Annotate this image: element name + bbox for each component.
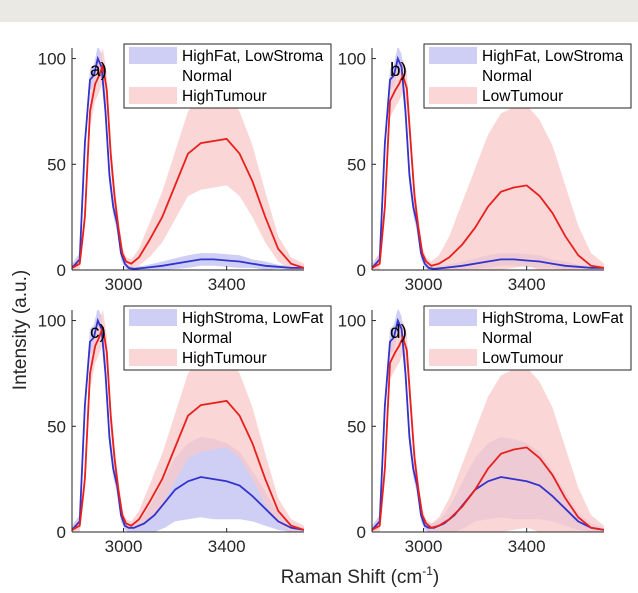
y-tick-label: 100 (338, 312, 366, 331)
legend-entry: HighTumour (182, 350, 267, 367)
legend-swatch (429, 309, 477, 326)
legend: HighStroma, LowFat Normal HighTumour (123, 305, 332, 371)
top-bar (0, 0, 638, 22)
legend-entry: HighFat, LowStroma (182, 48, 324, 65)
y-axis-title: Intensity (a.u.) (10, 270, 31, 390)
legend-swatch (129, 47, 177, 64)
y-tick-label: 100 (38, 50, 66, 69)
legend-swatch (429, 47, 477, 64)
plot-area (372, 48, 604, 270)
legend-entry: HighTumour (182, 88, 267, 105)
x-tick-label: 3400 (508, 275, 546, 294)
x-axis-title-sup: -1 (422, 564, 433, 578)
legend: HighStroma, LowFat Normal LowTumour (423, 305, 632, 371)
y-tick-label: 50 (347, 417, 366, 436)
band-normal (72, 310, 304, 532)
x-axis-title: Raman Shift (cm-1) (281, 564, 439, 588)
y-tick-label: 100 (38, 312, 66, 331)
panel-4: 3000 3400 0 50 100 d) HighStroma, LowFat Normal… (338, 305, 632, 556)
legend-entry: LowTumour (482, 350, 563, 367)
x-tick-label: 3400 (508, 537, 546, 556)
panel-label: c) (90, 322, 106, 343)
band-hightumour (72, 310, 304, 532)
legend-entry: HighStroma, LowFat (182, 310, 324, 327)
line-hightumour (72, 64, 304, 269)
legend-entry: HighFat, LowStroma (482, 48, 624, 65)
legend: HighFat, LowStroma Normal HighTumour (123, 43, 332, 109)
legend-swatch (429, 87, 477, 104)
panel-label: a) (90, 60, 107, 81)
legend-entry: Normal (182, 68, 232, 85)
plot-area (372, 310, 604, 532)
legend: HighFat, LowStroma Normal LowTumour (423, 43, 632, 109)
y-tick-label: 0 (57, 261, 66, 280)
y-tick-label: 50 (47, 417, 66, 436)
x-tick-label: 3000 (105, 537, 143, 556)
x-axis-title-main: Raman Shift (cm (281, 567, 422, 588)
legend-entry: Normal (482, 68, 532, 85)
plot-area (72, 310, 304, 532)
panel-1: 3000 3400 0 50 100 a) HighFat, LowStroma Normal… (38, 43, 332, 294)
band-hightumour (72, 48, 304, 270)
legend-swatch (129, 87, 177, 104)
line-lowtumour (372, 72, 604, 269)
line-normal (372, 55, 604, 270)
legend-swatch (129, 349, 177, 366)
band-lowtumour (372, 58, 604, 270)
legend-entry: HighStroma, LowFat (482, 310, 624, 327)
panel-label: d) (390, 322, 407, 343)
line-normal (72, 55, 304, 270)
line-lowtumour (372, 334, 604, 531)
x-tick-label: 3400 (208, 275, 246, 294)
plot-area (72, 48, 304, 270)
legend-entry: Normal (482, 330, 532, 347)
y-tick-label: 0 (57, 523, 66, 542)
panel-2: 3000 3400 0 50 100 b) HighFat, LowStroma Normal… (338, 43, 632, 294)
y-tick-label: 100 (338, 50, 366, 69)
legend-swatch (129, 309, 177, 326)
x-tick-label: 3400 (208, 537, 246, 556)
y-tick-label: 50 (347, 155, 366, 174)
x-axis-title-close: ) (433, 567, 439, 588)
legend-swatch (429, 349, 477, 366)
band-lowtumour (372, 320, 604, 532)
y-tick-label: 50 (47, 155, 66, 174)
legend-entry: LowTumour (482, 88, 563, 105)
x-tick-label: 3000 (405, 275, 443, 294)
panel-label: b) (390, 60, 407, 81)
line-normal (72, 317, 304, 531)
y-tick-label: 0 (357, 261, 366, 280)
panel-3: 3000 3400 0 50 100 c) HighStroma, LowFat Normal… (38, 305, 332, 556)
line-hightumour (72, 326, 304, 531)
y-tick-label: 0 (357, 523, 366, 542)
legend-entry: Normal (182, 330, 232, 347)
x-tick-label: 3000 (105, 275, 143, 294)
x-tick-label: 3000 (405, 537, 443, 556)
